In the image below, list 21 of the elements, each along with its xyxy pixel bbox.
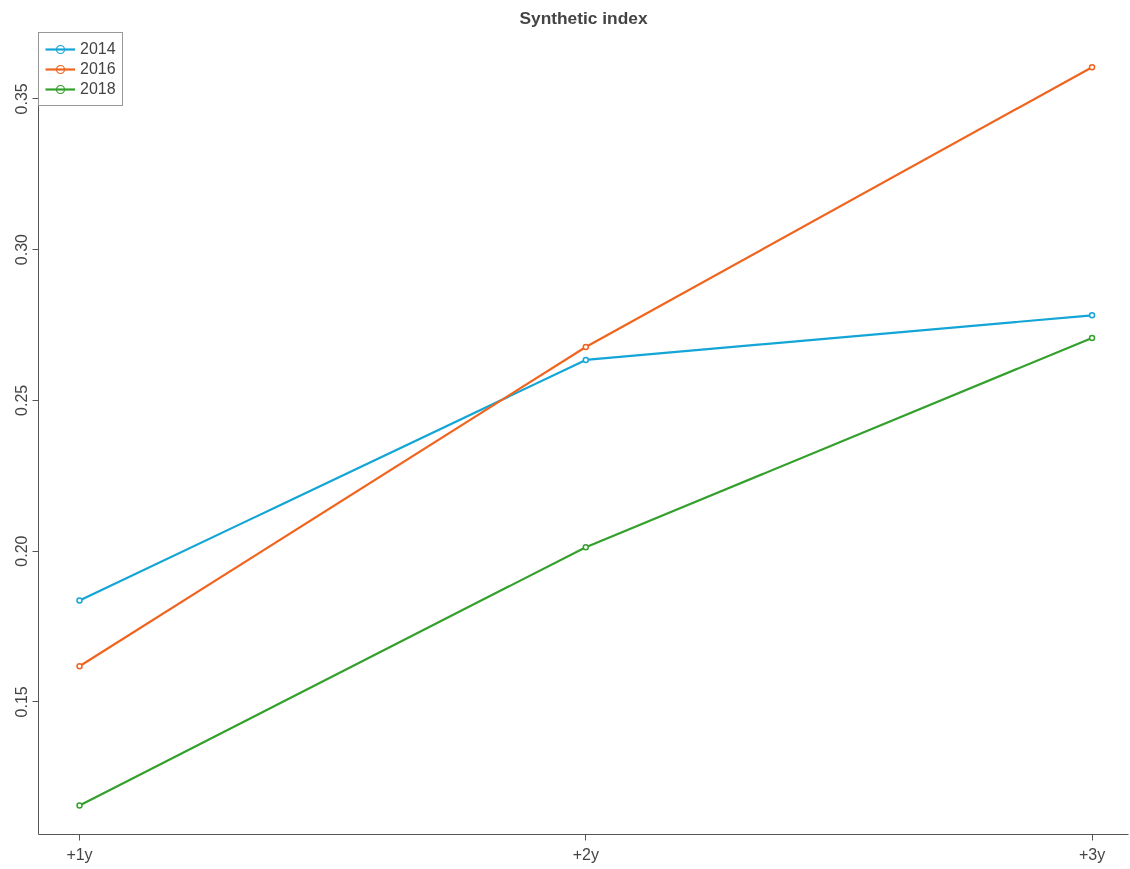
legend-label: 2016 xyxy=(80,60,116,78)
legend-label: 2018 xyxy=(80,80,116,98)
x-tick-label: +3y xyxy=(1078,845,1106,863)
x-tick-label: +1y xyxy=(66,845,93,863)
point xyxy=(76,802,83,809)
y-tick-label: 0.30 xyxy=(13,233,31,266)
point xyxy=(1088,334,1096,342)
y-tick-label: 0.20 xyxy=(13,535,31,567)
point xyxy=(76,597,83,604)
point xyxy=(582,356,590,364)
point xyxy=(1088,312,1096,319)
chart-title: Synthetic index xyxy=(519,7,648,28)
y-tick-label: 0.35 xyxy=(13,83,31,115)
y-tick-label: 0.25 xyxy=(13,384,31,416)
x-tick-label: +2y xyxy=(572,845,599,863)
point xyxy=(582,343,590,351)
point xyxy=(582,543,590,551)
y-tick-label: 0.15 xyxy=(13,686,31,718)
point xyxy=(1088,63,1096,71)
legend-label: 2014 xyxy=(80,40,116,58)
point xyxy=(76,663,83,670)
